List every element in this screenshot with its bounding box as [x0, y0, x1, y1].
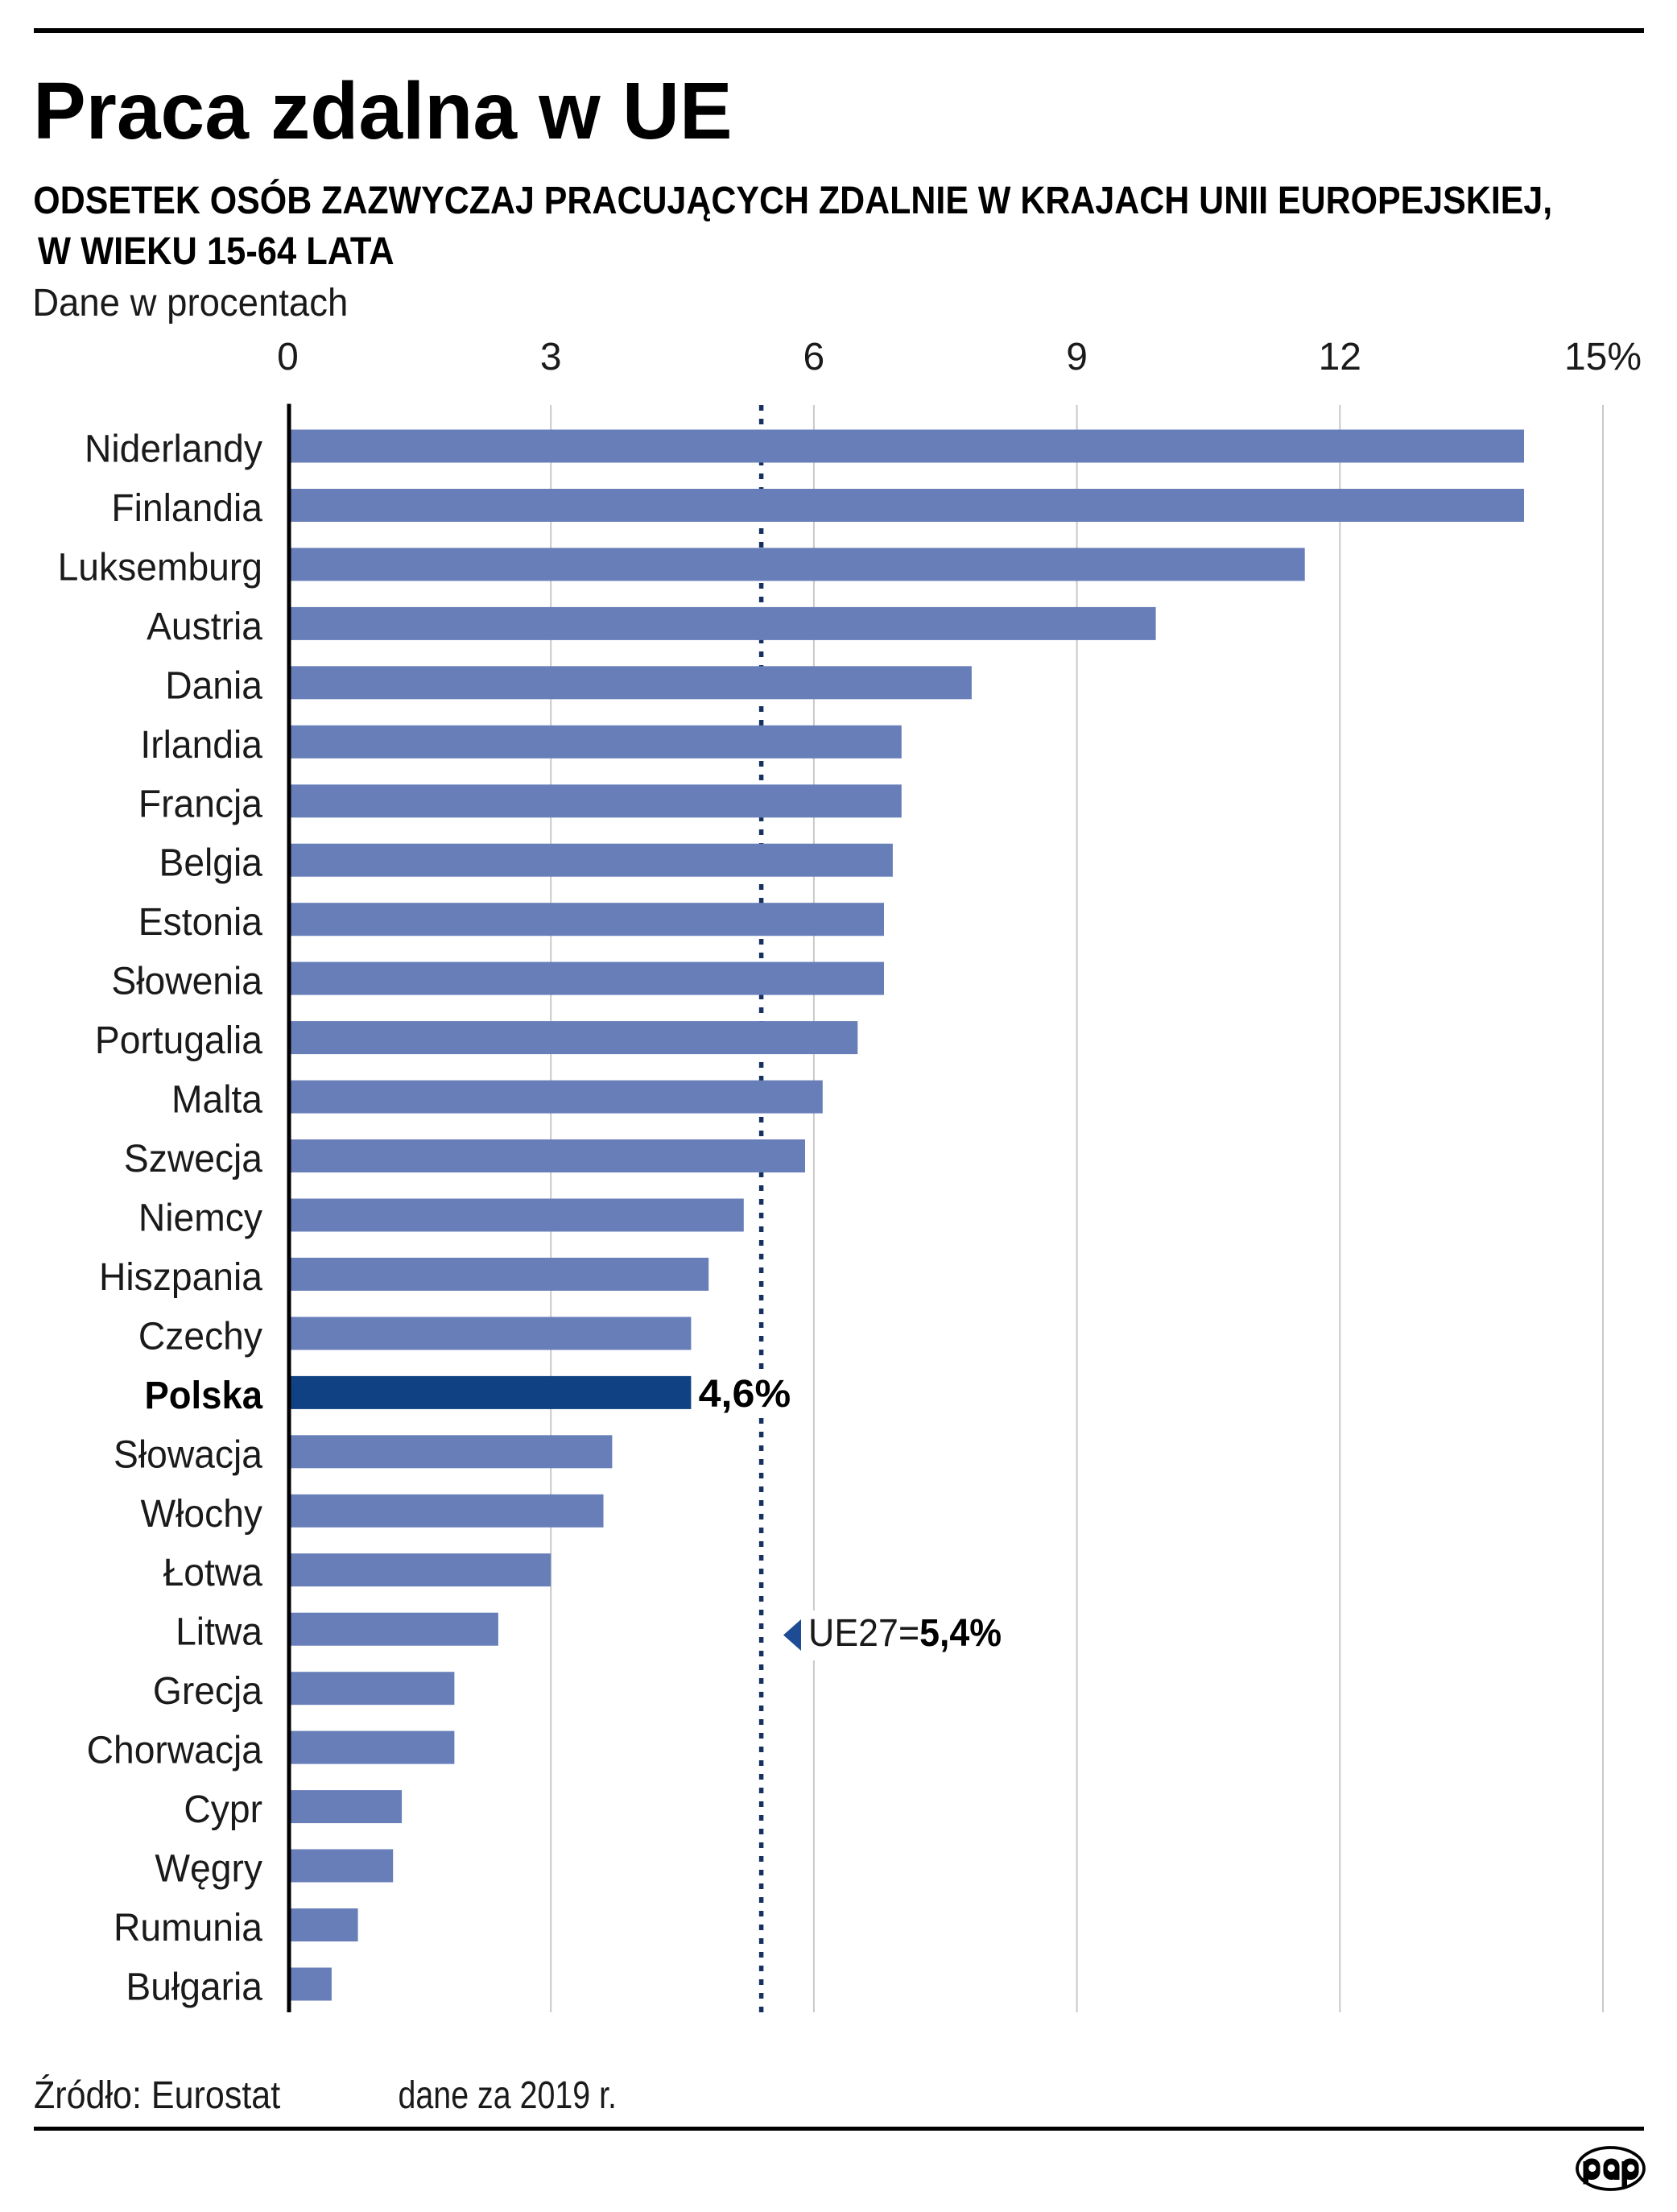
svg-text:Węgry: Węgry [155, 1848, 262, 1891]
svg-text:Rumunia: Rumunia [114, 1907, 262, 1949]
svg-text:Szwecja: Szwecja [124, 1138, 262, 1180]
svg-text:Polska: Polska [145, 1375, 263, 1417]
svg-text:W WIEKU 15-64 LATA: W WIEKU 15-64 LATA [38, 230, 394, 273]
svg-text:ODSETEK OSÓB ZAZWYCZAJ PRACUJĄ: ODSETEK OSÓB ZAZWYCZAJ PRACUJĄCYCH ZDALN… [33, 178, 1552, 222]
svg-text:Bułgaria: Bułgaria [126, 1966, 262, 2009]
svg-text:Praca zdalna w UE: Praca zdalna w UE [33, 66, 733, 156]
svg-text:Łotwa: Łotwa [163, 1552, 263, 1594]
svg-text:12: 12 [1319, 336, 1361, 378]
svg-text:Portugalia: Portugalia [95, 1019, 262, 1062]
svg-text:Czechy: Czechy [138, 1315, 262, 1358]
svg-text:Litwa: Litwa [176, 1611, 262, 1654]
svg-text:Słowenia: Słowenia [111, 961, 262, 1003]
svg-text:Źródło: Eurostat: Źródło: Eurostat [34, 2074, 280, 2117]
svg-text:0: 0 [277, 336, 299, 378]
svg-text:9: 9 [1066, 336, 1088, 378]
svg-text:3: 3 [540, 336, 562, 378]
svg-text:Chorwacja: Chorwacja [87, 1730, 263, 1772]
svg-text:UE27=5,4%: UE27=5,4% [808, 1612, 1002, 1655]
svg-text:Dane w procentach: Dane w procentach [32, 282, 348, 325]
svg-text:Luksemburg: Luksemburg [58, 546, 262, 589]
svg-text:Niemcy: Niemcy [138, 1197, 262, 1240]
svg-text:4,6%: 4,6% [699, 1373, 791, 1416]
svg-text:Austria: Austria [147, 606, 262, 648]
svg-text:Cypr: Cypr [184, 1788, 262, 1831]
svg-text:Grecja: Grecja [153, 1670, 262, 1713]
svg-text:15%: 15% [1564, 336, 1642, 378]
svg-text:Irlandia: Irlandia [140, 724, 262, 767]
svg-text:Hiszpania: Hiszpania [99, 1256, 262, 1299]
svg-text:Finlandia: Finlandia [111, 487, 262, 530]
svg-text:Włochy: Włochy [141, 1493, 263, 1536]
svg-text:Malta: Malta [171, 1079, 262, 1122]
svg-text:Francja: Francja [138, 783, 262, 825]
svg-text:Belgia: Belgia [159, 842, 263, 885]
svg-text:6: 6 [803, 336, 825, 378]
svg-text:Słowacja: Słowacja [114, 1433, 262, 1476]
svg-text:Niderlandy: Niderlandy [85, 428, 262, 471]
svg-text:Dania: Dania [165, 664, 262, 707]
svg-text:Estonia: Estonia [138, 901, 262, 944]
svg-text:dane za 2019 r.: dane za 2019 r. [399, 2074, 618, 2117]
